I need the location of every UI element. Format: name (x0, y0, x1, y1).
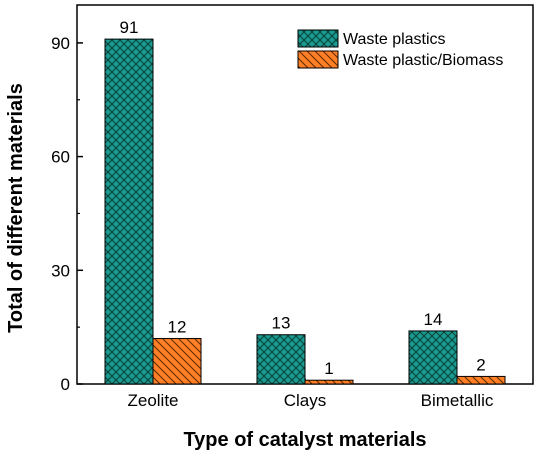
x-axis-title: Type of catalyst materials (183, 429, 426, 451)
data-label: 1 (324, 359, 333, 378)
legend-label: Waste plastics (343, 31, 446, 48)
bar-waste-plastics (104, 38, 154, 385)
x-tick-label: Bimetallic (421, 391, 494, 410)
x-tick-label: Clays (284, 391, 327, 410)
bar-waste-plastics (256, 334, 306, 385)
bar-waste-plastic-biomass (304, 379, 354, 385)
y-tick-label: 90 (51, 34, 70, 53)
y-tick-label: 0 (61, 375, 70, 394)
x-tick-label: Zeolite (127, 391, 178, 410)
legend-swatch (297, 50, 339, 69)
data-label: 13 (272, 314, 291, 333)
legend-label: Waste plastic/Biomass (343, 52, 503, 69)
data-label: 91 (120, 18, 139, 37)
bar-waste-plastic-biomass (456, 375, 506, 385)
data-label: 2 (476, 355, 485, 374)
bar-waste-plastic-biomass (152, 338, 202, 385)
y-tick-label: 60 (51, 148, 70, 167)
bar-waste-plastics (408, 330, 458, 385)
y-axis-title: Total of different materials (5, 83, 27, 333)
y-tick-label: 30 (51, 261, 70, 280)
legend-swatch (297, 29, 339, 48)
data-label: 12 (168, 318, 187, 337)
data-label: 14 (424, 310, 443, 329)
